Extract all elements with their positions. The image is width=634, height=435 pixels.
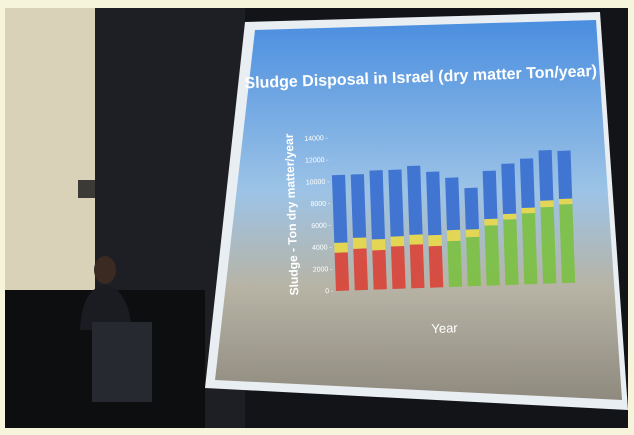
bar-segment xyxy=(520,158,535,208)
bar-segment xyxy=(410,244,425,288)
bar-segment xyxy=(557,150,572,199)
y-tick-label: 4000 xyxy=(312,244,328,252)
bar-segment xyxy=(335,252,350,291)
speaker-head xyxy=(94,256,116,284)
bar-segment xyxy=(540,207,556,284)
bar-segment xyxy=(351,174,366,238)
bar-segment xyxy=(391,246,406,289)
bar-segment xyxy=(503,214,516,220)
bar-segment xyxy=(409,234,423,244)
y-tick-label: 12000 xyxy=(305,157,325,165)
y-tick-label: 14000 xyxy=(304,135,324,143)
bar-segment xyxy=(428,235,442,246)
bar-segment xyxy=(429,246,444,288)
bar-segment xyxy=(559,199,572,205)
bar-segment xyxy=(483,171,498,220)
bar-segment xyxy=(334,242,348,252)
y-tick-label: 6000 xyxy=(311,223,327,231)
bar-segment xyxy=(466,237,481,287)
bar-segment xyxy=(353,248,368,290)
photo: Sludge Disposal in Israel (dry matter To… xyxy=(0,0,634,435)
bar-segment xyxy=(407,166,423,235)
bar-segment xyxy=(466,229,479,237)
podium xyxy=(92,322,152,402)
bar-segment xyxy=(484,219,497,226)
bar-segment xyxy=(522,207,535,213)
y-tick-label: 10000 xyxy=(306,179,326,187)
bar-segment xyxy=(501,163,516,214)
bar-segment xyxy=(447,241,462,287)
bar-segment xyxy=(447,230,461,241)
bar-segment xyxy=(372,239,386,250)
bar-segment xyxy=(559,204,575,283)
bar-segment xyxy=(426,171,441,235)
x-axis-label: Year xyxy=(431,320,458,336)
bar-segment xyxy=(445,177,460,230)
y-tick-label: 2000 xyxy=(313,266,329,274)
bar-segment xyxy=(369,170,385,239)
bar-segment xyxy=(538,150,553,201)
bar-segment xyxy=(503,219,518,285)
bar-segment xyxy=(485,225,500,286)
bar-segment xyxy=(353,237,367,248)
y-tick-label: 0 xyxy=(325,288,329,295)
bar-segment xyxy=(540,200,553,207)
bar-segment xyxy=(332,175,348,243)
bar-segment xyxy=(372,250,387,290)
bar-segment xyxy=(522,213,538,284)
bar-segment xyxy=(464,188,479,230)
bar-segment xyxy=(388,170,404,237)
bar-segment xyxy=(391,236,405,246)
y-tick-label: 8000 xyxy=(310,201,326,209)
